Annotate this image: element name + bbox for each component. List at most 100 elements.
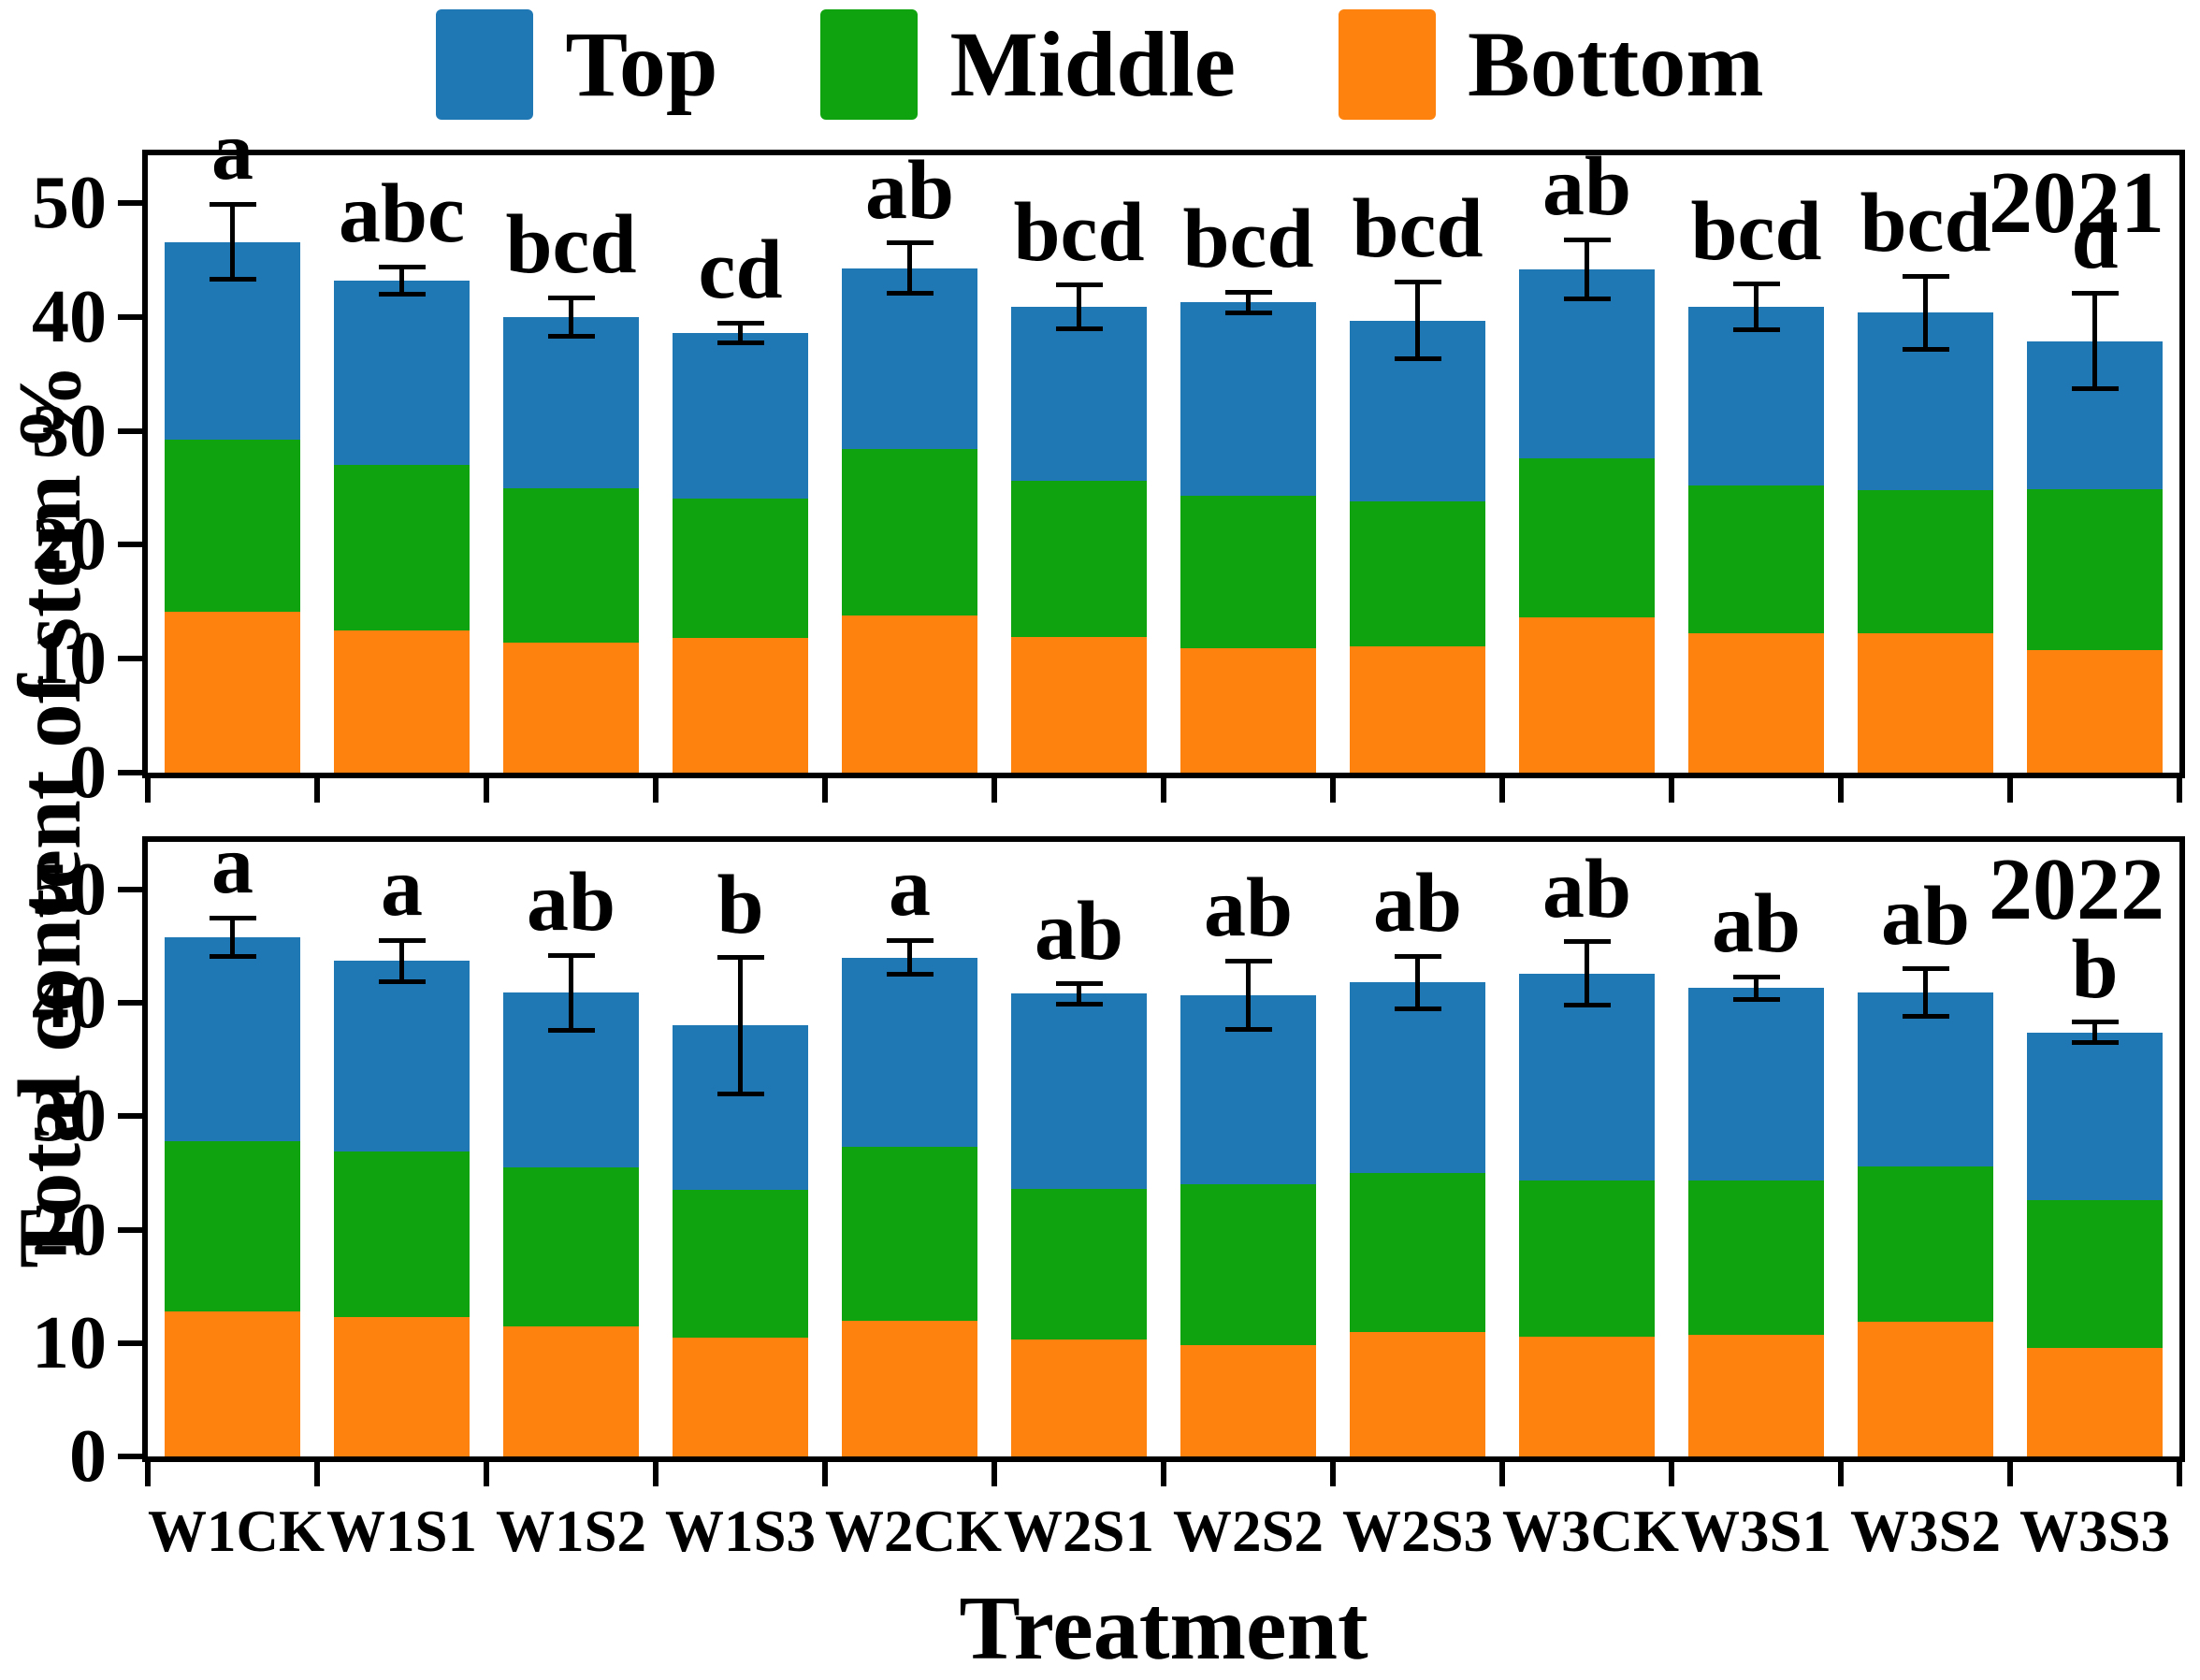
error-bar-cap [716,955,764,961]
error-bar-cap [378,264,426,269]
x-tick [145,778,151,803]
error-bar-cap [1055,981,1103,987]
bar-segment-middle [1350,1172,1485,1332]
y-tick-label: 20 [32,1188,107,1271]
significance-letter: a [889,841,931,934]
legend-item-bottom: Bottom [1339,9,1764,120]
bar-segment-top [1688,988,1824,1181]
significance-letter: ab [1880,869,1971,963]
y-tick [118,886,142,892]
error-bar-cap [716,320,764,326]
significance-letter: bcd [1182,193,1314,286]
error-bar [1415,282,1420,359]
x-tick [1838,778,1844,803]
x-tick [822,778,828,803]
bar-segment-middle [1180,496,1316,649]
bar-segment-bottom [2027,649,2163,773]
x-tick-label-w1ck: W1CK [148,1499,325,1564]
x-tick [1499,1462,1505,1486]
error-bar-cap [1902,346,1949,352]
bar-segment-top [1011,993,1147,1189]
bar-segment-middle [334,465,470,630]
error-bar-cap [1732,997,1780,1002]
significance-letter: a [211,105,253,198]
error-bar-cap [1732,974,1780,979]
significance-letter: abc [339,167,465,261]
y-tick-label: 20 [32,503,107,587]
error-bar-cap [1394,279,1441,284]
significance-letter: b [2071,922,2119,1016]
x-tick [1161,778,1166,803]
bar-segment-bottom [503,1325,639,1456]
error-bar [1923,276,1928,350]
error-bar-cap [1902,966,1949,972]
bar-segment-bottom [1350,645,1485,773]
bar-segment-top [165,936,300,1142]
year-label-2022: 2022 [1989,841,2164,938]
significance-letter: bcd [1690,184,1822,278]
x-tick [2007,1462,2013,1486]
error-bar [230,204,235,280]
bar-segment-top [334,961,470,1151]
error-bar-cap [1563,939,1611,945]
bar-segment-top [673,332,808,499]
significance-letter: ab [1203,862,1294,955]
error-bar-cap [1902,1014,1949,1020]
bar-segment-bottom [842,1320,977,1456]
error-bar-cap [2071,386,2119,392]
significance-letter: ab [1711,877,1802,971]
significance-letter: bcd [1013,185,1145,279]
bar-segment-bottom [1519,617,1655,773]
error-bar-cap [1224,310,1272,315]
bar-segment-middle [1350,501,1485,646]
bar-segment-bottom [1858,633,1993,773]
error-bar-cap [209,277,256,282]
error-bar-cap [886,972,934,978]
error-bar [1246,292,1251,313]
error-bar [1246,961,1251,1030]
y-tick-label: 40 [32,962,107,1045]
x-tick [484,778,489,803]
error-bar-cap [1732,326,1780,332]
bar-segment-bottom [1180,1345,1316,1456]
bar-segment-middle [1688,485,1824,634]
error-bar-cap [209,915,256,920]
bar-segment-bottom [334,1316,470,1456]
x-tick [991,1462,997,1486]
significance-letter: ab [1372,857,1463,950]
error-bar [1585,941,1589,1006]
bar-segment-top [2027,1032,2163,1201]
bar-segment-middle [842,449,977,616]
significance-letter: ab [1541,140,1632,234]
panel-2022: 2022 0 10 20 30 40 50 a a ab b a ab ab ab ab ab ab b [32,823,2185,1494]
error-bar-cap [1224,1026,1272,1032]
bar-segment-middle [1858,490,1993,634]
error-bar-cap [1055,1001,1103,1007]
legend-item-middle: Middle [820,9,1236,120]
x-tick [2007,778,2013,803]
significance-letter: a [211,818,253,912]
bar-segment-bottom [1858,1321,1993,1456]
y-tick [118,1113,142,1120]
bar-segment-bottom [1180,648,1316,773]
significance-letter: d [2071,194,2119,287]
bar-segment-middle [673,498,808,639]
year-label-2021: 2021 [1989,154,2164,252]
error-bar-cap [1055,326,1103,331]
bar-segment-bottom [503,643,639,773]
y-tick [118,427,142,434]
bar-segment-middle [503,1166,639,1326]
bar-segment-top [842,957,977,1148]
x-tick [2177,778,2182,803]
bar-segment-top [1011,306,1147,482]
legend-swatch-bottom-icon [1339,9,1437,120]
error-bar [399,267,404,295]
error-bar [738,957,743,1094]
error-bar-cap [1732,282,1780,287]
x-tick [822,1462,828,1486]
significance-letter: ab [1541,842,1632,935]
error-bar [1754,283,1759,330]
error-bar-cap [1394,953,1441,959]
x-tick-label-w1s3: W1S3 [664,1499,817,1564]
x-tick-label-w3s1: W3S1 [1680,1499,1832,1564]
